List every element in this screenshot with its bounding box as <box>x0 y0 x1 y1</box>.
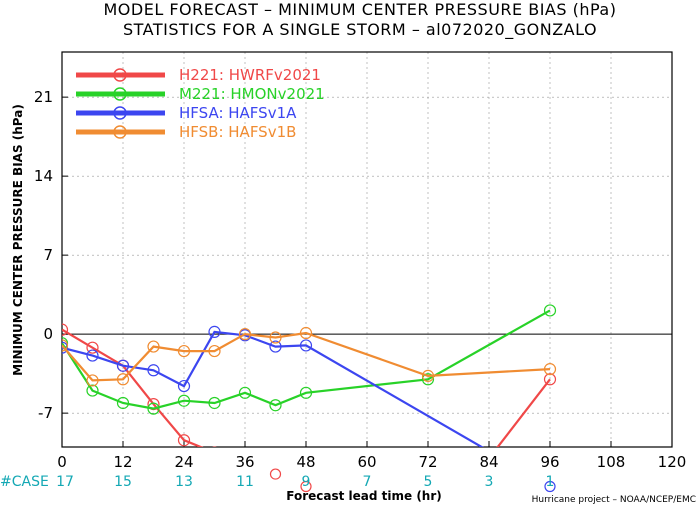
case-count: 3 <box>485 474 494 490</box>
case-count: 15 <box>114 474 132 490</box>
legend-swatch-marker <box>113 87 127 101</box>
case-counts: #CASE 17 15 13 11 9 7 5 3 1 <box>0 474 554 490</box>
data-point <box>543 363 557 376</box>
data-point <box>299 326 313 340</box>
x-tick-label: 36 <box>235 453 254 471</box>
series-lines <box>62 304 557 493</box>
x-tick-label: 96 <box>540 453 559 471</box>
data-point <box>299 339 313 352</box>
offscale-point <box>269 468 282 480</box>
x-tick-label: 72 <box>418 453 437 471</box>
series-line <box>62 328 551 447</box>
y-tick-label: 14 <box>34 167 53 185</box>
chart-subtitle: STATISTICS FOR A SINGLE STORM – al072020… <box>123 20 597 40</box>
y-tick-label: 0 <box>43 325 53 343</box>
credit-text: Hurricane project – NOAA/NCEP/EMC <box>532 495 696 505</box>
legend-swatch-marker <box>113 125 127 139</box>
data-point <box>212 446 217 447</box>
series-4 <box>62 326 557 387</box>
tick-labels: 0 12 24 36 48 60 72 84 96 108 120 -7 0 7 14 21 <box>34 88 686 471</box>
x-tick-label: 48 <box>296 453 315 471</box>
data-point <box>116 373 130 386</box>
data-point <box>177 344 191 358</box>
data-point <box>269 331 282 344</box>
case-count: 1 <box>546 474 555 490</box>
x-axis-label: Forecast lead time (hr) <box>286 489 442 503</box>
data-point <box>86 341 99 354</box>
data-point <box>269 399 282 412</box>
data-point <box>116 396 130 410</box>
data-point <box>299 386 313 399</box>
data-point <box>208 344 221 358</box>
data-point <box>147 364 160 377</box>
data-point <box>116 359 130 372</box>
legend-entry-label: HFSB: HAFSv1B <box>179 123 296 141</box>
x-tick-label: 12 <box>113 453 132 471</box>
case-count: 17 <box>56 474 74 490</box>
data-point <box>208 396 221 410</box>
data-point <box>147 402 160 415</box>
y-tick-label: -7 <box>38 404 53 422</box>
series-line <box>62 330 484 447</box>
x-tick-label: 0 <box>57 453 67 471</box>
axes <box>61 51 673 448</box>
y-tick-label: 7 <box>43 246 53 264</box>
data-point <box>269 340 282 353</box>
chart-title: MODEL FORECAST – MINIMUM CENTER PRESSURE… <box>104 0 617 19</box>
x-tick-label: 60 <box>357 453 376 471</box>
data-point <box>543 373 557 386</box>
series-line <box>62 309 551 410</box>
data-point <box>208 325 221 338</box>
gridlines <box>62 52 672 447</box>
data-point <box>177 434 191 447</box>
case-count: 11 <box>236 474 254 490</box>
offscale-point <box>300 480 312 493</box>
x-tick-label: 108 <box>597 453 626 471</box>
legend-swatch-marker <box>113 106 127 120</box>
data-point <box>86 384 99 397</box>
series-2 <box>62 304 557 415</box>
y-axis-label: MINIMUM CENTER PRESSURE BIAS (hPa) <box>11 104 25 376</box>
series-line <box>62 331 551 382</box>
data-point <box>86 374 99 387</box>
data-point <box>543 304 557 317</box>
data-point <box>421 369 435 382</box>
legend-entry-label: M221: HMONv2021 <box>179 85 325 103</box>
data-point <box>177 394 191 407</box>
data-point <box>238 386 252 399</box>
x-tick-label: 24 <box>174 453 193 471</box>
x-tick-label: 120 <box>658 453 687 471</box>
x-tick-label: 84 <box>479 453 498 471</box>
legend-swatch-marker <box>113 68 127 82</box>
case-row-label: #CASE <box>0 474 49 490</box>
data-point <box>238 328 252 341</box>
data-point <box>421 373 435 386</box>
case-count: 13 <box>175 474 193 490</box>
case-count: 5 <box>424 474 433 490</box>
case-count: 7 <box>363 474 372 490</box>
data-point <box>62 339 69 352</box>
data-point <box>86 349 99 362</box>
data-point <box>177 379 191 393</box>
legend-entry-label: HFSA: HAFSv1A <box>179 104 297 122</box>
data-point <box>62 323 69 336</box>
legend-entry-label: H221: HWRFv2021 <box>179 66 321 84</box>
offscale-point <box>544 480 556 493</box>
y-tick-label: 21 <box>34 88 53 106</box>
data-point <box>147 340 160 353</box>
case-count: 9 <box>302 474 311 490</box>
